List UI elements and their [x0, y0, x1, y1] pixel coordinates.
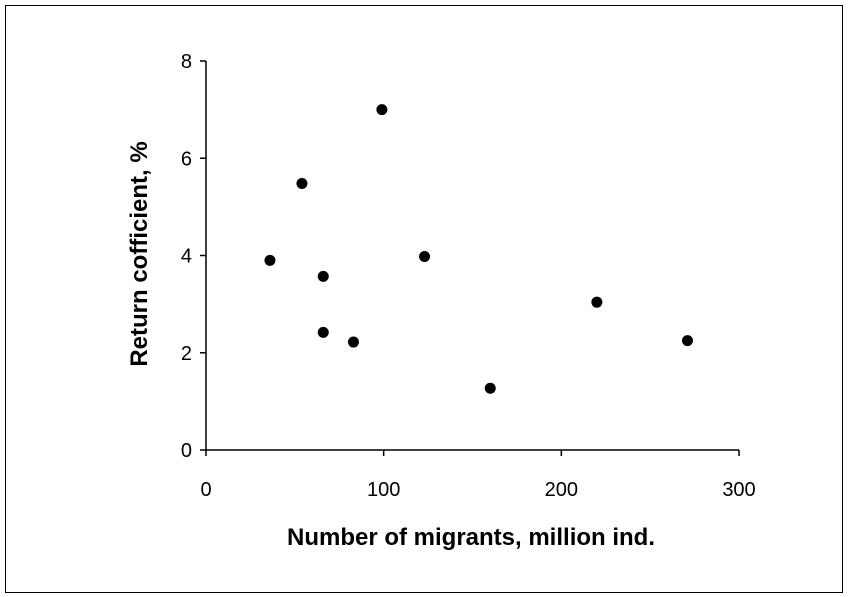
x-tick-label: 200: [545, 479, 578, 501]
chart-frame: [5, 5, 843, 593]
y-axis-title: Return cofficient, %: [126, 141, 153, 366]
y-axis-ticks: 0 2 4 6 8: [181, 51, 206, 462]
data-point: [419, 250, 431, 262]
data-points: [264, 104, 693, 394]
x-tick-label: 300: [722, 479, 755, 501]
data-point: [484, 382, 496, 394]
data-point: [376, 104, 388, 116]
y-tick-label: 8: [181, 51, 192, 73]
x-tick-label: 100: [367, 479, 400, 501]
y-tick-label: 6: [181, 148, 192, 170]
data-point: [296, 178, 308, 190]
x-tick-label: 0: [200, 479, 211, 501]
axes: 0 2 4 6 8 0 100 200 300: [181, 51, 756, 501]
y-tick-label: 0: [181, 440, 192, 462]
y-tick-label: 2: [181, 343, 192, 365]
y-tick-label: 4: [181, 246, 192, 268]
data-point: [347, 336, 359, 348]
data-point: [681, 335, 693, 347]
x-axis-ticks: 0 100 200 300: [200, 450, 756, 501]
data-point: [317, 270, 329, 282]
data-point: [317, 326, 329, 338]
data-point: [264, 254, 276, 266]
data-point: [591, 296, 603, 308]
x-axis-title: Number of migrants, million ind.: [287, 524, 655, 551]
